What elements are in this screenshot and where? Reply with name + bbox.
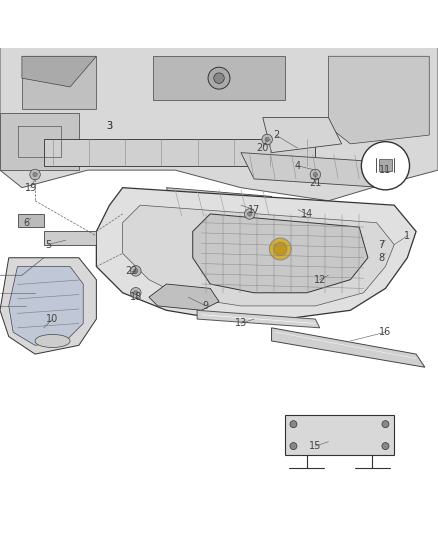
Circle shape [214,73,224,84]
Polygon shape [241,152,385,188]
Circle shape [265,138,269,142]
Circle shape [361,142,410,190]
Polygon shape [22,56,96,87]
Circle shape [134,269,138,273]
Polygon shape [379,159,392,171]
Text: 15: 15 [309,441,321,451]
Circle shape [290,421,297,427]
Circle shape [269,238,291,260]
Ellipse shape [35,334,70,348]
Circle shape [208,67,230,89]
Text: 8: 8 [378,253,384,263]
Text: 3: 3 [106,122,113,131]
Circle shape [313,172,318,177]
Polygon shape [166,188,285,223]
Circle shape [131,265,141,276]
Text: 13: 13 [235,318,247,328]
Text: 2: 2 [273,130,279,140]
Text: 14: 14 [300,209,313,219]
Text: 22: 22 [125,266,138,276]
Text: 1: 1 [404,231,410,241]
Circle shape [244,209,255,219]
Polygon shape [44,231,96,245]
Text: 6: 6 [23,217,29,228]
Polygon shape [149,284,219,310]
Text: 3: 3 [106,122,113,131]
Circle shape [33,172,37,177]
Text: 10: 10 [46,314,59,324]
Text: 7: 7 [378,240,384,249]
Text: 16: 16 [379,327,392,337]
Text: 21: 21 [309,178,321,188]
Polygon shape [197,310,320,328]
Circle shape [290,442,297,449]
Polygon shape [22,56,96,109]
Circle shape [131,287,141,298]
Polygon shape [44,140,315,166]
Circle shape [247,212,252,216]
Polygon shape [123,205,394,306]
Circle shape [30,169,40,180]
Circle shape [382,442,389,449]
Text: 11: 11 [379,165,392,175]
Text: 5: 5 [45,240,51,249]
Circle shape [274,243,287,255]
Polygon shape [272,328,425,367]
Text: 17: 17 [248,205,260,215]
Circle shape [310,169,321,180]
Polygon shape [0,258,96,354]
Text: 20: 20 [257,143,269,154]
Polygon shape [0,47,438,201]
Polygon shape [193,214,368,293]
Text: 18: 18 [130,292,142,302]
Circle shape [382,421,389,427]
Text: 12: 12 [314,274,326,285]
Circle shape [262,134,272,145]
Circle shape [134,290,138,295]
Polygon shape [285,415,394,455]
Polygon shape [0,113,79,170]
Polygon shape [18,214,44,227]
Polygon shape [328,56,429,144]
Polygon shape [96,188,416,319]
Polygon shape [153,56,285,100]
Text: 19: 19 [25,183,37,192]
Polygon shape [9,266,83,345]
Text: 9: 9 [203,301,209,311]
Text: 4: 4 [295,161,301,171]
Polygon shape [263,118,342,152]
